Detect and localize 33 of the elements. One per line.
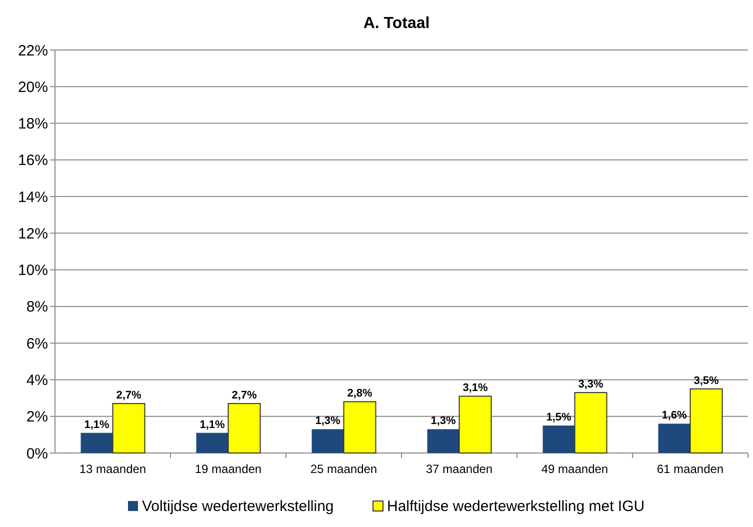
data-label: 2,7%: [232, 390, 257, 402]
legend-label: Voltijdse wedertewerkstelling: [142, 498, 334, 515]
y-tick-label: 20%: [18, 78, 48, 96]
y-tick-label: 4%: [26, 372, 48, 389]
data-label: 3,5%: [694, 374, 719, 387]
y-tick-label: 16%: [18, 152, 48, 170]
data-label: 3,1%: [462, 382, 488, 394]
y-tick-label: 0%: [26, 445, 48, 462]
y-tick-label: 22%: [18, 42, 48, 60]
chart-title: A. Totaal: [363, 15, 430, 32]
data-label: 1,3%: [430, 415, 456, 428]
x-tick-label: 61 maanden: [656, 462, 724, 476]
y-tick-label: 6%: [26, 335, 48, 352]
y-tick-label: 12%: [18, 225, 48, 242]
x-tick-label: 49 maanden: [541, 462, 608, 476]
x-tick-label: 37 maanden: [426, 462, 493, 476]
data-label: 1,5%: [546, 412, 572, 424]
x-tick-label: 19 maanden: [194, 462, 262, 476]
x-tick-label: 25 maanden: [310, 462, 378, 476]
y-tick-label: 2%: [26, 408, 48, 426]
data-label: 2,8%: [347, 388, 372, 400]
x-tick-label: 13 maanden: [79, 462, 146, 476]
y-tick-label: 8%: [26, 298, 48, 316]
data-label: 1,1%: [200, 418, 225, 431]
data-label: 3,3%: [578, 378, 604, 391]
legend-label: Halftijdse wedertewerkstelling met IGU: [387, 498, 645, 515]
y-tick-label: 14%: [18, 188, 48, 206]
data-label: 2,7%: [116, 390, 142, 402]
y-tick-label: 18%: [18, 116, 48, 133]
data-label: 1,3%: [315, 415, 340, 428]
data-label: 1,1%: [84, 418, 110, 431]
data-label: 1,6%: [662, 410, 687, 422]
y-tick-label: 10%: [18, 262, 48, 280]
